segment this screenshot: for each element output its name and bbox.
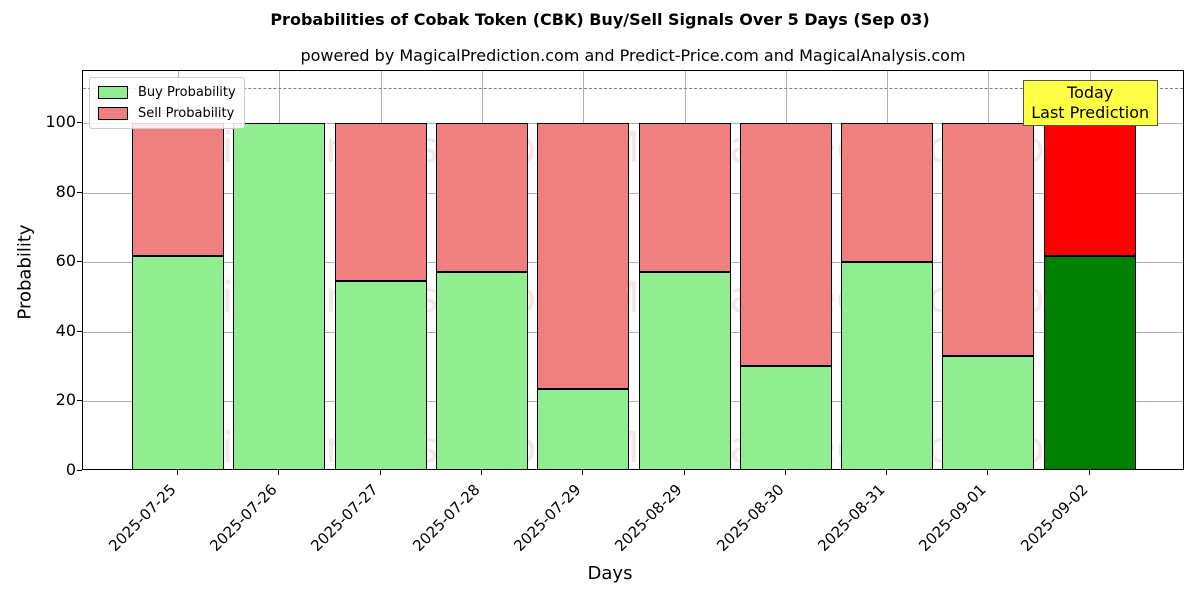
- legend-item-sell: Sell Probability: [98, 103, 236, 124]
- x-tick-label: 2025-08-29: [611, 480, 686, 556]
- grid-line-horizontal: [83, 262, 1183, 264]
- x-tick-label: 2025-09-02: [1016, 480, 1092, 556]
- x-tick-label: 2025-07-29: [510, 480, 585, 556]
- buy-bar: [537, 388, 630, 469]
- sell-bar: [739, 123, 832, 366]
- y-tick-mark: [77, 191, 82, 193]
- legend-label: Sell Probability: [138, 106, 235, 121]
- y-tick-label: 20: [55, 390, 76, 410]
- y-tick-label: 100: [45, 112, 76, 132]
- x-tick-label: 2025-07-28: [408, 480, 484, 556]
- y-tick-mark: [77, 330, 82, 332]
- y-tick-mark: [77, 261, 82, 263]
- legend-swatch: [98, 107, 128, 120]
- grid-line-horizontal: [83, 192, 1183, 194]
- x-tick-mark: [480, 470, 482, 475]
- x-tick-mark: [784, 470, 786, 475]
- y-tick-mark: [77, 470, 82, 471]
- y-tick-label: 0: [65, 460, 76, 479]
- x-tick-mark: [582, 470, 584, 475]
- y-tick-label: 80: [55, 181, 76, 201]
- buy-bar: [233, 123, 326, 469]
- y-tick-mark: [77, 400, 82, 402]
- sell-bar: [841, 123, 934, 263]
- buy-bar: [334, 281, 427, 469]
- x-tick-label: 2025-09-01: [915, 480, 990, 556]
- x-tick-label: 2025-07-26: [206, 480, 281, 556]
- sell-bar: [638, 123, 731, 273]
- x-tick-mark: [683, 470, 685, 475]
- chart-title: Probabilities of Cobak Token (CBK) Buy/S…: [270, 10, 930, 29]
- x-tick-mark: [177, 470, 178, 475]
- buy-bar: [739, 365, 832, 469]
- y-tick-label: 60: [55, 251, 76, 271]
- chart-subtitle: powered by MagicalPrediction.com and Pre…: [300, 46, 966, 65]
- sell-bar: [1043, 123, 1136, 257]
- x-tick-mark: [278, 470, 280, 475]
- y-axis-title: Probability: [14, 224, 36, 320]
- x-tick-label: 2025-08-30: [712, 480, 788, 556]
- buy-bar: [638, 272, 731, 469]
- x-tick-mark: [379, 470, 381, 475]
- grid-line-horizontal: [83, 331, 1183, 333]
- legend-label: Buy Probability: [138, 85, 236, 100]
- buy-bar: [435, 272, 528, 469]
- buy-bar: [942, 355, 1035, 469]
- x-tick-mark: [886, 470, 888, 475]
- plot-area: MagicalAnalysis.comMagicalPrediction.com…: [82, 70, 1184, 470]
- x-axis-title: Days: [587, 563, 633, 584]
- buy-bar: [132, 256, 224, 469]
- legend-item-buy: Buy Probability: [98, 82, 236, 103]
- x-tick-mark: [1088, 470, 1090, 475]
- sell-bar: [435, 123, 528, 273]
- sell-bar: [334, 123, 427, 282]
- buy-bar: [1043, 256, 1136, 469]
- grid-line-horizontal: [83, 123, 1183, 125]
- reference-line-110: [83, 88, 1183, 90]
- x-tick-label: 2025-07-25: [104, 480, 180, 556]
- legend-swatch: [98, 86, 128, 99]
- sell-bar: [537, 123, 630, 389]
- y-tick-mark: [77, 122, 82, 124]
- sell-bar: [942, 123, 1035, 356]
- x-tick-label: 2025-07-27: [307, 480, 382, 556]
- grid-line-horizontal: [83, 401, 1183, 403]
- legend: Buy Probability Sell Probability: [89, 77, 245, 129]
- buy-bar: [841, 262, 934, 469]
- x-tick-mark: [987, 470, 989, 475]
- today-annotation: Today Last Prediction: [1022, 80, 1158, 126]
- y-tick-label: 40: [55, 320, 76, 340]
- sell-bar: [132, 123, 224, 257]
- x-tick-label: 2025-08-31: [814, 480, 889, 556]
